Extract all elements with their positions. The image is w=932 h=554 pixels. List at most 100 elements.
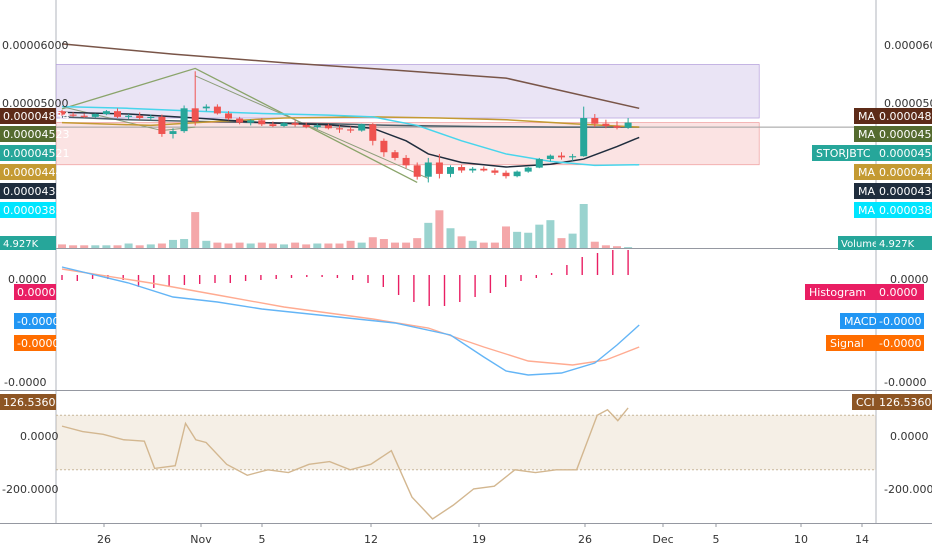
price-left-label: 0.00004834 [3, 110, 69, 123]
candle-body [169, 131, 177, 134]
volume-bar [624, 247, 633, 248]
macd-right-value-bg [876, 284, 924, 300]
volume-bar [80, 245, 89, 248]
price-right-value-bg [876, 145, 932, 161]
volume-bar [135, 245, 144, 248]
x-tick-label: 26 [97, 533, 111, 546]
candle-body [558, 155, 565, 158]
price-right-name-bg [854, 108, 876, 124]
cci-right-name: CCI [856, 396, 875, 409]
candle-body [102, 111, 110, 115]
volume-bar [291, 242, 300, 248]
candle-body [236, 118, 244, 123]
price-right-name-bg [854, 164, 876, 180]
volume-bar [257, 242, 266, 248]
price-right-name-bg [854, 183, 876, 199]
cci-right-value-bg [876, 394, 932, 410]
price-axis-tick-left: 0.00005000 [2, 97, 68, 110]
volume-bar [368, 237, 377, 248]
candle-body [424, 162, 432, 177]
price-axis-tick-right: 0.00005000 [884, 97, 932, 110]
price-right-name: STORJBTC [816, 147, 871, 160]
candle-body [358, 124, 366, 131]
candle-body [136, 115, 144, 119]
candle-body [247, 120, 255, 123]
macd-axis-tick-right: -0.0000 [884, 376, 926, 389]
volume-bar [490, 242, 499, 248]
volume-bar [180, 239, 189, 248]
candle-body [302, 124, 310, 128]
price-right-value-bg [876, 183, 932, 199]
price-right-name: MA [858, 110, 875, 123]
price-right-value: 0.00004523 [879, 128, 932, 141]
candle-body [80, 115, 88, 117]
price-right-name-bg [854, 202, 876, 218]
volume-bar [601, 245, 610, 248]
volume-bar [202, 240, 211, 248]
volume-bar [435, 210, 444, 248]
macd-pane [61, 250, 640, 376]
volume-name: Volume [841, 239, 878, 250]
volume-name-bg [838, 236, 876, 250]
price-right-value: 0.00004521 [879, 147, 932, 160]
candle-body [502, 172, 510, 177]
volume-bar [546, 220, 555, 248]
price-right-value-bg [876, 126, 932, 142]
volume-bar [535, 224, 544, 248]
candle-body [58, 111, 66, 115]
volume-bar [280, 244, 288, 248]
volume-bar [324, 243, 333, 248]
candle-body [225, 113, 232, 119]
x-tick-label: 12 [364, 533, 378, 546]
candle-body [114, 111, 121, 117]
volume-bar [557, 238, 566, 248]
candle-body [191, 108, 199, 122]
candle-body [602, 123, 610, 126]
volume-bar [424, 222, 433, 248]
macd-right-value: 0.0000 [879, 286, 918, 299]
candle-body [624, 122, 632, 128]
macd-right-name-bg [840, 313, 876, 329]
x-tick-label: Dec [652, 533, 673, 546]
volume-bar [502, 226, 510, 248]
price-right-name: MA [858, 185, 875, 198]
candle-body [324, 125, 332, 129]
macd-right-name: MACD [844, 315, 877, 328]
volume-bar [157, 243, 166, 248]
candle-body [258, 120, 266, 125]
x-tick-label: 10 [794, 533, 808, 546]
macd-right-value-bg [876, 335, 924, 351]
price-right-name: MA [858, 128, 875, 141]
candle-body [546, 155, 554, 160]
price-pane [56, 43, 876, 248]
x-tick-label: 14 [855, 533, 869, 546]
price-left-label: 0.00004523 [3, 128, 69, 141]
candle-body [313, 125, 321, 128]
volume-bar [413, 238, 422, 248]
macd-right-name-bg [826, 335, 876, 351]
cci-pane [56, 407, 876, 520]
moving-average-line [61, 111, 640, 168]
volume-bar [590, 241, 599, 248]
macd-left-label: 0.0000 [17, 286, 56, 299]
cci-line [61, 407, 629, 520]
volume-bar [302, 244, 311, 248]
volume-value: 4.927K [879, 239, 915, 250]
volume-bar [335, 243, 344, 248]
volume-value-bg [876, 236, 932, 250]
price-right-value-bg [876, 164, 932, 180]
price-right-name-bg [854, 126, 876, 142]
price-axis-tick-left: 0.00006000 [2, 39, 68, 52]
cci-left-label-bg [0, 394, 56, 410]
candle-body [524, 167, 532, 172]
macd-signal-line [61, 268, 640, 366]
candle-body [469, 168, 477, 171]
volume-bar [246, 243, 255, 248]
candle-body [613, 125, 621, 128]
candle-body [413, 165, 421, 177]
volume-bar [313, 243, 322, 248]
price-right-value: 0.00004834 [879, 110, 932, 123]
